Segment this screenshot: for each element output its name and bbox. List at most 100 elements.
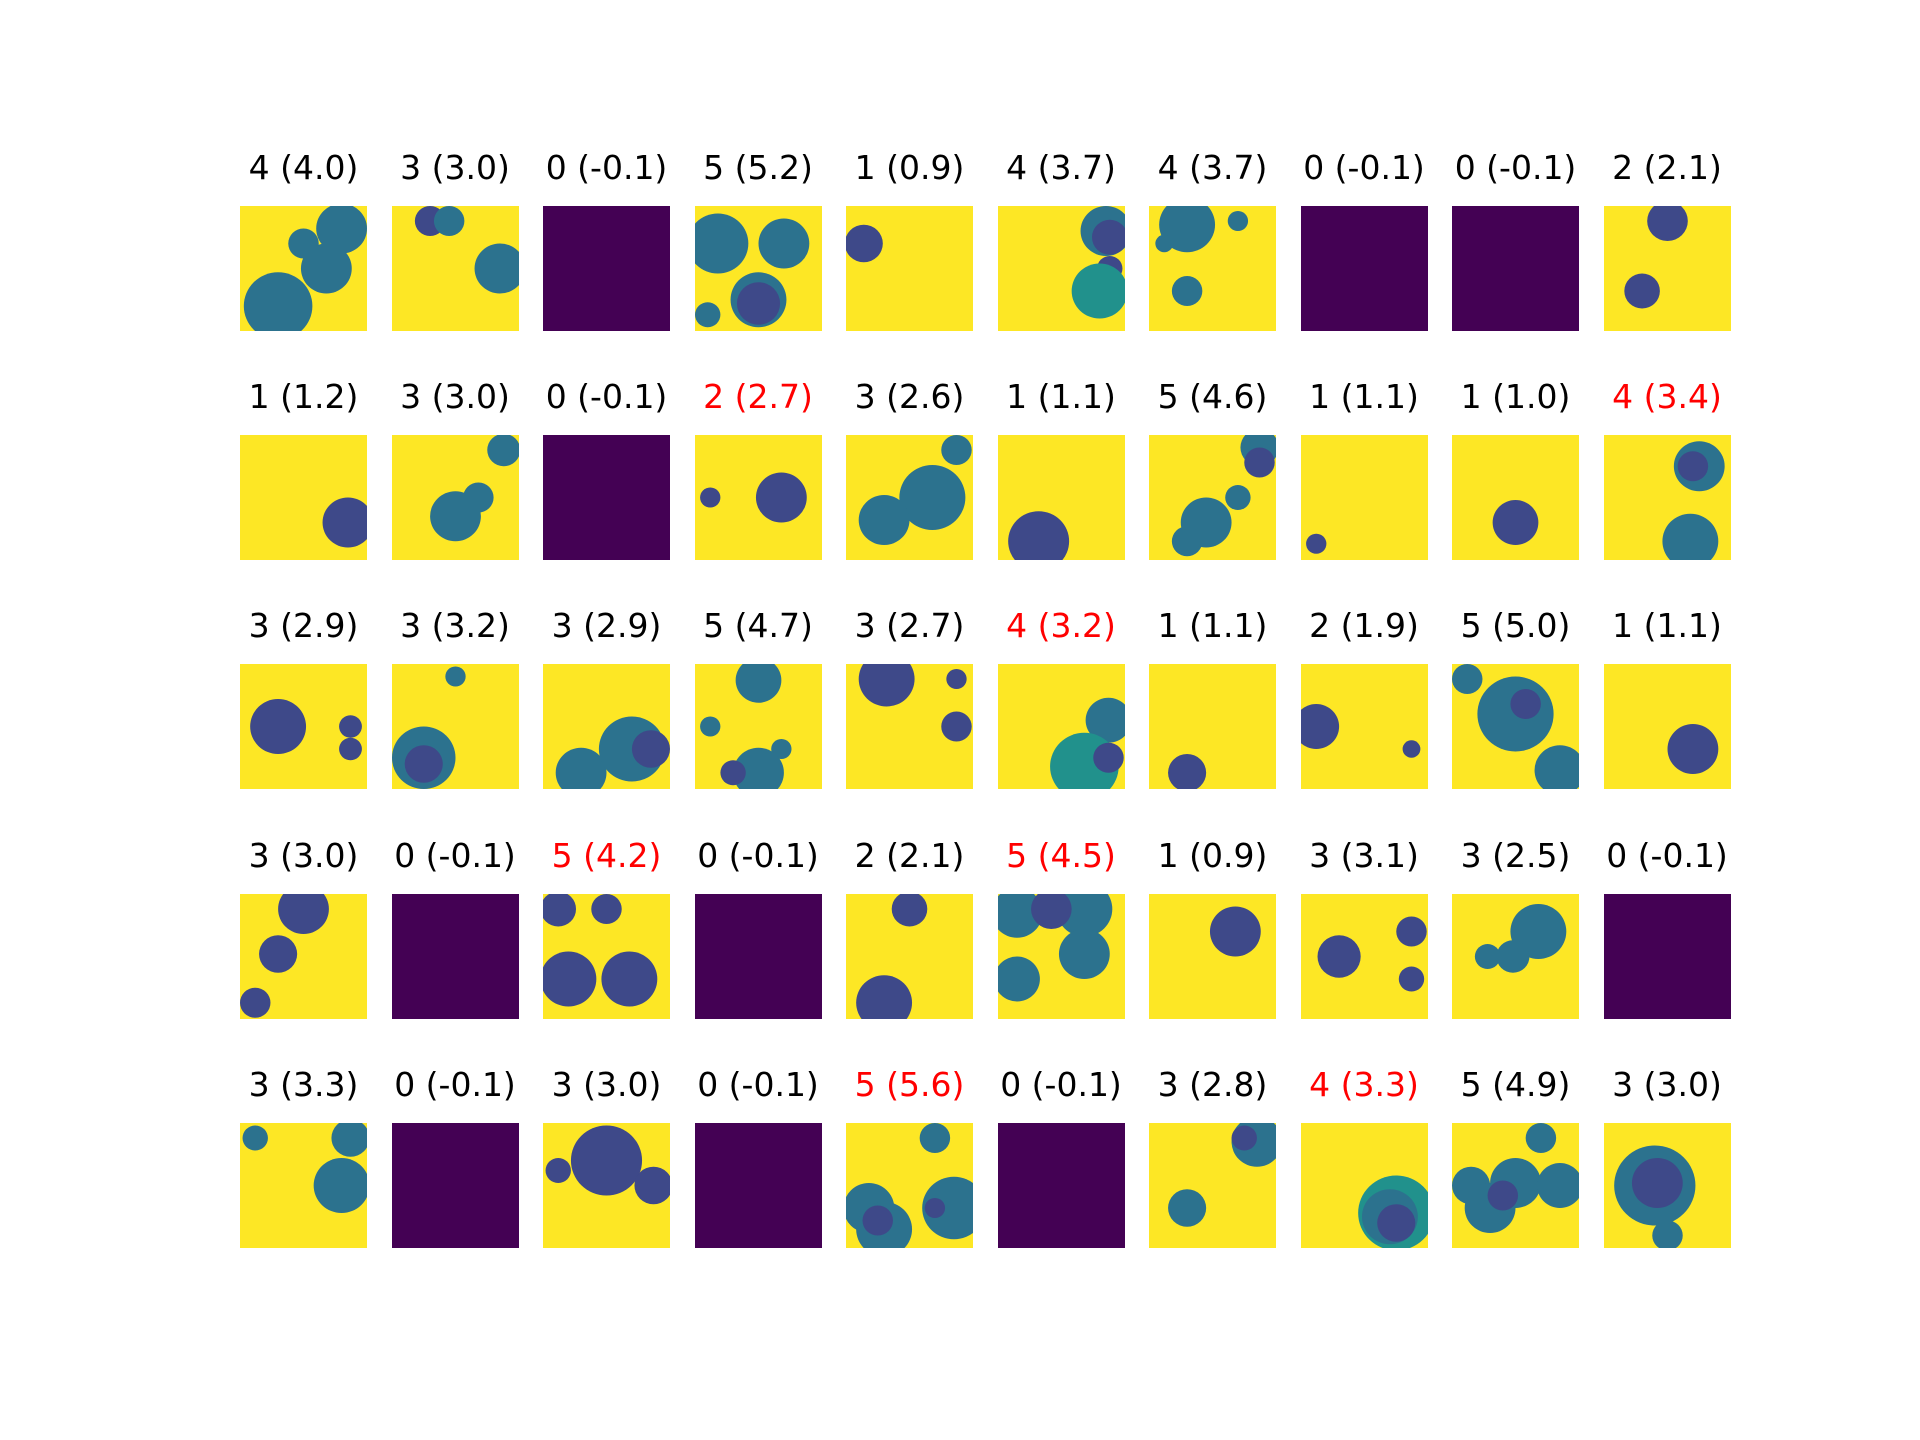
blob	[259, 934, 298, 973]
blob	[1058, 928, 1110, 979]
blob	[946, 669, 967, 690]
panel-background	[1452, 206, 1579, 331]
panel-image	[543, 1122, 670, 1248]
panel-background	[391, 893, 519, 1019]
panel-background	[1149, 893, 1276, 1019]
panel-title: 3 (2.5)	[1460, 835, 1571, 875]
blob	[313, 1157, 367, 1213]
blob	[591, 893, 622, 924]
blob	[997, 893, 1042, 938]
panel-image	[1149, 1122, 1276, 1248]
panel-background	[1300, 206, 1428, 331]
panel-background	[391, 1122, 519, 1248]
panel-title: 2 (2.1)	[854, 835, 965, 875]
blob	[1171, 526, 1203, 557]
blob	[240, 987, 271, 1018]
panel-background	[543, 206, 670, 331]
blob	[322, 497, 367, 548]
blob	[736, 282, 780, 325]
panel-title: 5 (4.9)	[1460, 1064, 1571, 1104]
panel-image	[240, 435, 367, 561]
blob	[278, 893, 329, 934]
panel-title: 5 (4.6)	[1157, 377, 1268, 417]
panel-image	[240, 206, 367, 331]
blob	[1071, 263, 1125, 319]
panel-image	[694, 893, 822, 1019]
blob	[1651, 1220, 1683, 1248]
panel-title: 5 (4.2)	[551, 835, 662, 875]
panel-title: 1 (0.9)	[1157, 835, 1268, 875]
blob	[250, 699, 307, 755]
panel-image	[391, 664, 519, 790]
panel-image	[543, 893, 670, 1019]
blob	[1646, 206, 1688, 241]
blob	[1007, 511, 1069, 561]
panel-image	[391, 206, 519, 331]
blob	[1677, 451, 1708, 482]
panel-image	[1300, 1122, 1428, 1248]
panel-image	[1452, 206, 1579, 331]
panel-image	[1149, 206, 1276, 331]
blob	[433, 206, 464, 236]
panel-image	[240, 1122, 367, 1248]
panel-title: 0 (-0.1)	[394, 835, 516, 875]
blob	[1159, 206, 1216, 253]
panel-image	[1452, 1122, 1579, 1248]
blob	[1231, 1125, 1257, 1151]
panel-background	[694, 1122, 822, 1248]
panel-image	[543, 435, 670, 561]
panel-image	[997, 206, 1125, 331]
panel-image	[240, 664, 367, 790]
panel-title: 1 (1.1)	[1006, 377, 1116, 417]
blob	[1085, 698, 1125, 744]
blob	[339, 738, 362, 761]
blob	[1317, 934, 1361, 978]
panel-title: 1 (0.9)	[854, 148, 965, 187]
blob	[1300, 704, 1339, 750]
blob	[858, 495, 910, 546]
blob	[1398, 966, 1424, 992]
blob	[919, 1122, 951, 1153]
panel-title: 3 (2.6)	[854, 377, 965, 417]
blob	[1534, 745, 1579, 790]
panel-title: 3 (3.0)	[400, 377, 510, 417]
blob	[1168, 1189, 1207, 1227]
blob	[694, 302, 720, 328]
panel-background	[1603, 664, 1731, 790]
blob	[474, 243, 519, 294]
panel-image	[1452, 893, 1579, 1019]
panel-image	[1452, 435, 1579, 561]
panel-image	[846, 664, 973, 790]
panel-image	[997, 435, 1125, 561]
panel-image	[846, 1122, 973, 1248]
panel-title: 3 (3.1)	[1309, 835, 1419, 875]
blob	[941, 711, 972, 742]
blob	[1525, 1122, 1557, 1153]
blob	[770, 739, 792, 760]
blob	[694, 213, 748, 274]
panel-title: 3 (3.2)	[400, 606, 510, 646]
blob	[339, 715, 362, 739]
blob	[1225, 485, 1251, 511]
blob	[858, 664, 915, 707]
blob	[543, 893, 577, 927]
panel-title: 3 (2.9)	[551, 606, 662, 646]
blob	[1623, 273, 1660, 309]
panel-image	[1300, 664, 1428, 790]
blob	[1155, 234, 1174, 253]
blob	[1244, 447, 1275, 478]
panel-title: 3 (3.0)	[400, 148, 510, 187]
blob	[300, 243, 352, 294]
panel-title: 3 (3.0)	[1612, 1064, 1722, 1104]
blob	[699, 716, 720, 737]
panel-title: 2 (1.9)	[1309, 606, 1419, 646]
panel-title: 1 (1.1)	[1309, 377, 1419, 417]
panel-image	[391, 893, 519, 1019]
panel-title: 1 (1.1)	[1157, 606, 1268, 646]
panel-title: 0 (-0.1)	[545, 148, 668, 187]
blob	[1171, 276, 1203, 306]
panel-image	[997, 893, 1125, 1019]
panel-title: 5 (5.0)	[1460, 606, 1571, 646]
blob	[429, 491, 481, 542]
blob	[631, 730, 670, 769]
